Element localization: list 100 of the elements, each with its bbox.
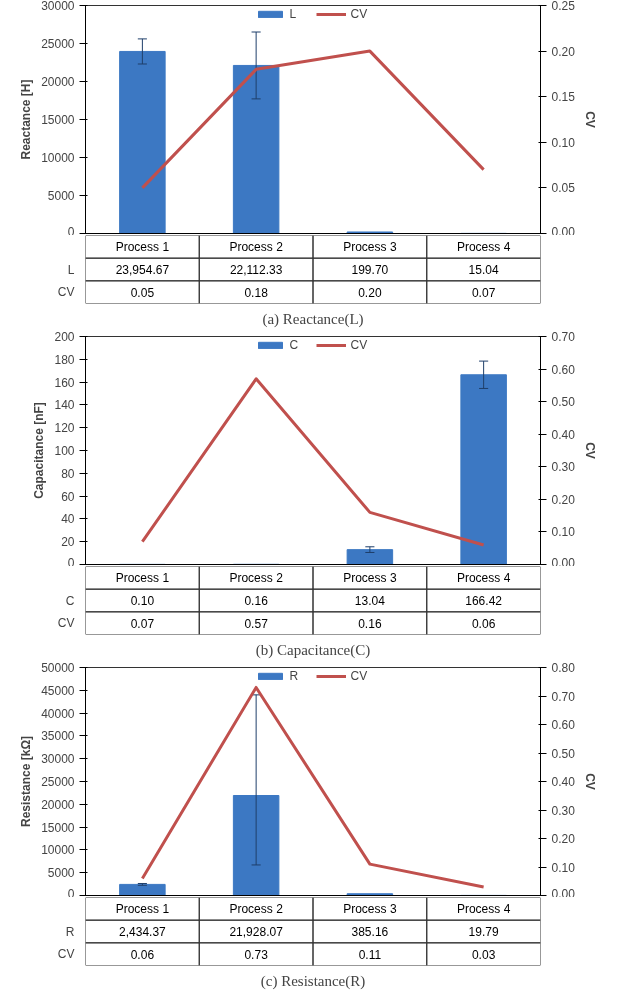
- y-tick-label: 15000: [41, 820, 75, 835]
- y2-tick-label: 0.40: [551, 427, 576, 442]
- data-label: 0.73: [244, 947, 269, 962]
- y-tick-label: 0: [67, 555, 75, 570]
- text: R: [65, 924, 75, 939]
- y2-tick-label: 0.15: [551, 90, 576, 105]
- y2-tick-label: 0.05: [551, 181, 576, 196]
- x-tick-label: Process 2: [229, 239, 284, 254]
- y-tick-label: 80: [61, 466, 75, 481]
- x-tick-label: Process 1: [115, 239, 170, 254]
- y-tick-label: 20000: [41, 75, 75, 89]
- data-label: 21,928.07: [229, 925, 284, 939]
- y-tick-label: 25000: [41, 775, 75, 789]
- x-tick-label: Process 1: [115, 570, 170, 585]
- y2-axis-title: CV: [582, 111, 597, 128]
- x-tick-label: Process 2: [229, 901, 284, 916]
- x-tick-label: Process 4: [456, 901, 511, 916]
- y2-axis-title: CV: [582, 442, 597, 459]
- y2-tick-label: 0.00: [551, 555, 576, 570]
- text: (b) Capacitance(C): [255, 641, 371, 659]
- y2-tick-label: 0.60: [551, 362, 576, 377]
- x-tick-label: Process 4: [456, 570, 511, 585]
- data-label: 19.79: [468, 925, 499, 939]
- y-tick-label: 35000: [41, 729, 75, 744]
- y-tick-label: 100: [54, 444, 75, 458]
- data-label: 0.07: [130, 616, 155, 631]
- y-tick-label: 15000: [41, 113, 75, 127]
- y-tick-label: 0: [67, 224, 75, 239]
- x-tick-label: Process 3: [343, 570, 397, 585]
- data-label: 15.04: [468, 263, 499, 277]
- y2-tick-label: 0.10: [551, 525, 576, 540]
- y2-tick-label: 0.10: [551, 860, 576, 875]
- y-tick-label: 40000: [41, 706, 75, 721]
- data-label: 0.20: [358, 285, 382, 300]
- x-tick-label: Process 2: [229, 570, 284, 585]
- y2-tick-label: 0.00: [551, 886, 576, 901]
- y2-tick-label: 0.70: [551, 689, 576, 704]
- data-label: 0.18: [244, 285, 269, 300]
- data-label: 23,954.67: [115, 263, 170, 277]
- y2-tick-label: 0.50: [551, 746, 576, 761]
- text: (a) Reactance(L): [262, 310, 364, 328]
- data-label: 385.16: [351, 925, 389, 939]
- y-tick-label: 60: [61, 489, 75, 504]
- data-label: 13.04: [354, 594, 386, 608]
- y2-tick-label: 0.20: [551, 44, 576, 59]
- text: CV: [57, 285, 75, 300]
- y-tick-label: 180: [54, 352, 75, 367]
- y-axis-title: Capacitance [nF]: [32, 402, 47, 499]
- y-tick-label: 25000: [41, 37, 75, 51]
- legend-label: CV: [350, 338, 369, 352]
- text: L: [67, 262, 75, 277]
- y-axis-title: Reactance [H]: [19, 79, 34, 160]
- data-label: 0.05: [130, 285, 155, 300]
- data-label: 199.70: [351, 263, 389, 277]
- y2-tick-label: 0.30: [551, 460, 576, 475]
- y2-tick-label: 0.60: [551, 718, 576, 732]
- text: (c) Resistance(R): [260, 972, 366, 990]
- x-tick-label: Process 1: [115, 901, 170, 916]
- y-axis-title: Resistance [kΩ]: [19, 736, 34, 827]
- y2-tick-label: 0.10: [551, 135, 576, 150]
- y-tick-label: 160: [54, 375, 75, 390]
- y-tick-label: 0: [67, 886, 75, 901]
- y2-tick-label: 0.40: [551, 775, 576, 789]
- y2-axis-title: CV: [582, 773, 597, 790]
- legend-label: L: [289, 7, 298, 21]
- data-label: 0.06: [130, 947, 155, 962]
- y2-tick-label: 0.50: [551, 395, 576, 410]
- y-tick-label: 10000: [41, 843, 75, 858]
- legend-label: R: [289, 669, 300, 683]
- data-label: 22,112.33: [229, 263, 283, 277]
- y-tick-label: 50000: [41, 661, 75, 675]
- y2-tick-label: 0.80: [551, 661, 576, 675]
- legend-label: CV: [350, 7, 369, 21]
- y2-tick-label: 0.20: [551, 492, 576, 507]
- y2-tick-label: 0.25: [551, 0, 576, 13]
- data-label: 0.16: [358, 616, 382, 631]
- data-label: 0.16: [244, 594, 269, 608]
- y-tick-label: 200: [54, 330, 75, 344]
- y-tick-label: 5000: [47, 866, 75, 881]
- text: CV: [57, 947, 75, 962]
- y-tick-label: 40: [61, 512, 75, 527]
- y-tick-label: 10000: [41, 151, 75, 165]
- y-tick-label: 20000: [41, 797, 75, 812]
- x-tick-label: Process 4: [456, 239, 511, 254]
- y2-tick-label: 0.70: [551, 330, 576, 344]
- x-tick-label: Process 3: [343, 239, 397, 254]
- data-label: 0.06: [471, 616, 496, 631]
- data-label: 166.42: [465, 594, 503, 608]
- y-tick-label: 30000: [41, 752, 75, 767]
- y-tick-label: 45000: [41, 683, 75, 698]
- text: CV: [57, 616, 75, 631]
- text: C: [65, 593, 75, 608]
- y-tick-label: 20: [61, 535, 75, 550]
- x-tick-label: Process 3: [343, 901, 397, 916]
- y-tick-label: 5000: [47, 189, 75, 203]
- y2-tick-label: 0.00: [551, 224, 576, 239]
- legend-label: CV: [350, 669, 369, 683]
- y-tick-label: 140: [54, 398, 75, 413]
- data-label: 0.03: [471, 947, 496, 962]
- data-label: 2,434.37: [119, 925, 167, 939]
